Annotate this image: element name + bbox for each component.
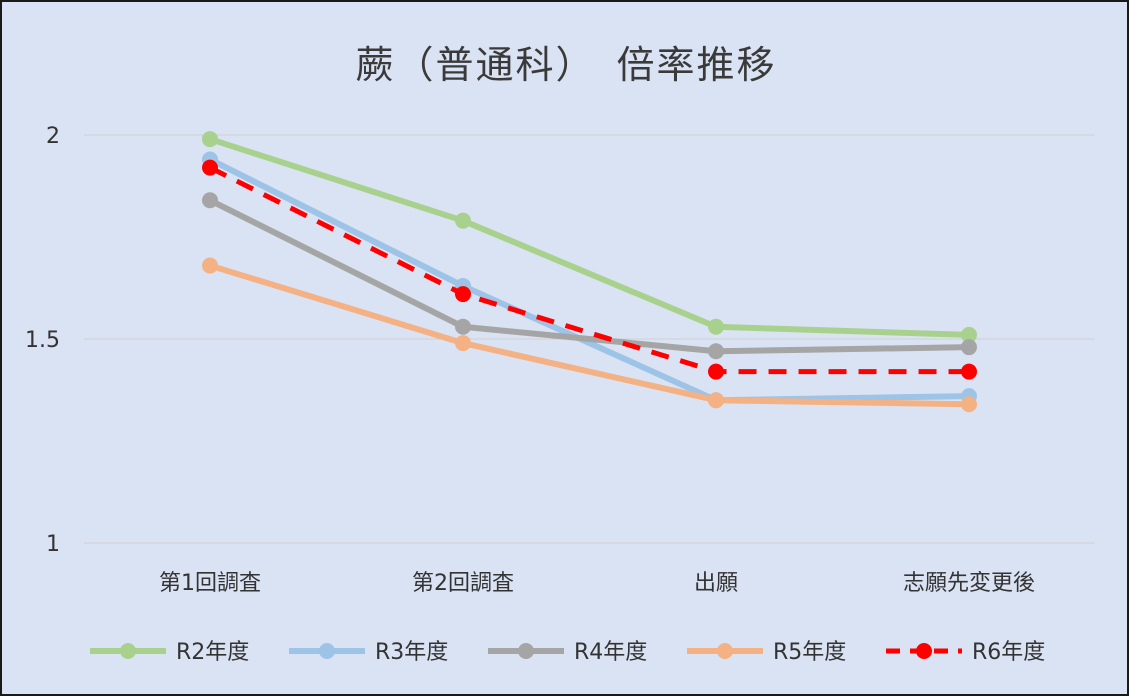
legend-swatch-marker: [717, 643, 733, 659]
data-point: [961, 326, 977, 343]
series-line: [207, 197, 972, 355]
data-point: [708, 318, 724, 335]
data-point: [202, 131, 218, 148]
data-point: [455, 286, 471, 303]
x-category-label: 第1回調査: [159, 571, 261, 596]
data-point: [708, 392, 724, 409]
data-point: [961, 396, 977, 413]
series-line: [208, 165, 969, 375]
x-category-label: 第2回調査: [412, 571, 514, 596]
data-point: [708, 363, 724, 380]
data-point: [455, 318, 471, 335]
data-point: [961, 339, 977, 356]
y-tick-label: 1: [46, 532, 60, 557]
x-axis-categories: 第1回調査 第2回調査 出願 志願先変更後: [159, 571, 1035, 596]
series-R4年度: [202, 192, 977, 360]
y-tick-label: 1.5: [25, 328, 60, 353]
data-point: [202, 257, 218, 274]
legend-item: R6年度: [886, 640, 1045, 665]
series-R5年度: [202, 257, 977, 413]
legend: R2年度 R3年度 R4年度 R5年度 R6年度: [90, 640, 1045, 665]
series-R2年度: [202, 131, 977, 343]
data-point: [202, 159, 218, 176]
data-point: [961, 363, 977, 380]
legend-swatch-marker: [319, 643, 335, 659]
x-category-label: 出願: [694, 571, 738, 596]
legend-label: R3年度: [375, 640, 448, 665]
legend-label: R2年度: [176, 640, 249, 665]
series-lines: [202, 131, 977, 413]
data-point: [455, 335, 471, 352]
y-axis-ticks: 11.52: [25, 124, 60, 557]
x-category-label: 志願先変更後: [903, 571, 1035, 596]
series-R6年度: [202, 159, 977, 380]
legend-swatch-marker: [518, 643, 534, 659]
legend-item: R2年度: [90, 640, 249, 665]
y-tick-label: 2: [46, 124, 60, 149]
legend-label: R4年度: [574, 640, 647, 665]
legend-swatch-marker: [120, 643, 136, 659]
data-point: [202, 192, 218, 209]
legend-item: R3年度: [289, 640, 448, 665]
legend-label: R5年度: [773, 640, 846, 665]
series-line: [207, 262, 972, 408]
legend-label: R6年度: [972, 640, 1045, 665]
legend-item: R4年度: [488, 640, 647, 665]
legend-item: R5年度: [687, 640, 846, 665]
data-point: [708, 343, 724, 360]
data-point: [455, 212, 471, 229]
series-line: [207, 156, 972, 404]
chart-title: 蕨（普通科） 倍率推移: [355, 43, 776, 87]
series-line: [207, 136, 972, 338]
legend-swatch-marker: [916, 643, 932, 659]
